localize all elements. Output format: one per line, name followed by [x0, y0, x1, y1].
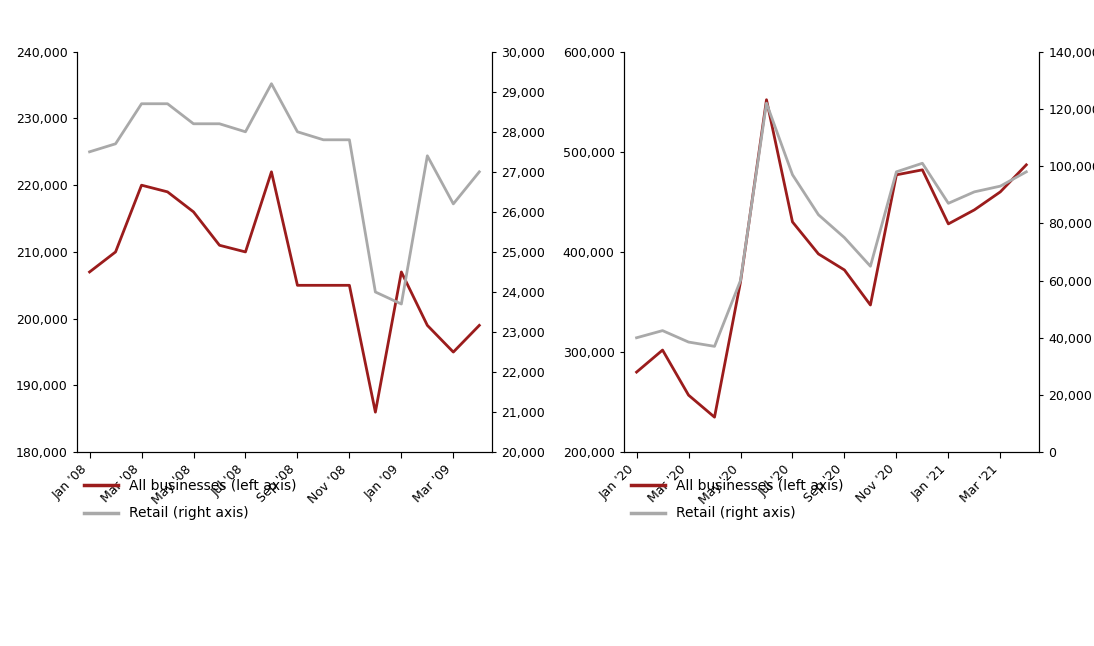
Legend: All businesses (left axis), Retail (right axis): All businesses (left axis), Retail (righ… — [630, 479, 843, 521]
Legend: All businesses (left axis), Retail (right axis): All businesses (left axis), Retail (righ… — [83, 479, 296, 521]
